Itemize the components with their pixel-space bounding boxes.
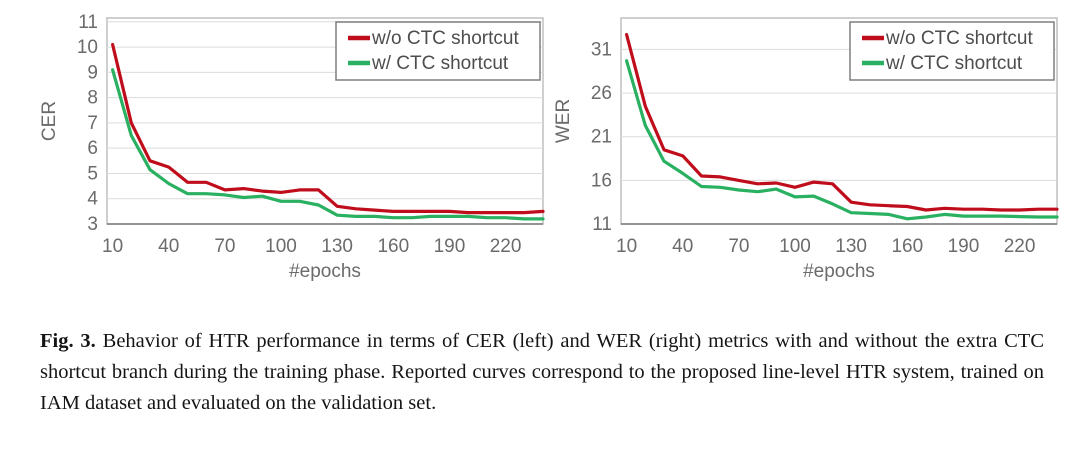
x-tick-label: 190	[434, 236, 466, 257]
x-tick-label: 100	[779, 236, 811, 257]
cer-chart: 3 4 5 6 7 8 9 10 11 10 40 70 100 130 160 190 220 #epochs C…	[39, 12, 545, 282]
figure-caption: Fig. 3. Behavior of HTR performance in t…	[40, 326, 1044, 419]
y-tick-label: 3	[87, 214, 98, 235]
y-tick-label: 9	[87, 62, 98, 83]
y-tick-labels: 11 16 21 26 31	[591, 39, 612, 235]
y-tick-label: 16	[591, 170, 612, 191]
y-tick-label: 6	[87, 138, 98, 159]
x-axis-title: #epochs	[289, 261, 361, 282]
legend: w/o CTC shortcut w/ CTC shortcut	[849, 21, 1055, 81]
y-axis-title: CER	[39, 101, 60, 141]
legend-label: w/o CTC shortcut	[885, 28, 1033, 49]
y-tick-label: 8	[87, 88, 98, 109]
y-axis-title: WER	[553, 99, 574, 143]
y-tick-label: 26	[591, 83, 612, 104]
x-tick-label: 100	[265, 236, 297, 257]
y-tick-label: 31	[591, 39, 612, 60]
legend-box	[335, 21, 541, 81]
x-tick-label: 160	[377, 236, 409, 257]
figure-caption-label: Fig. 3.	[40, 330, 96, 352]
y-tick-label: 11	[592, 214, 612, 235]
y-tick-label: 21	[591, 127, 612, 148]
x-tick-label: 160	[891, 236, 923, 257]
x-tick-labels: 10 40 70 100 130 160 190 220	[102, 236, 521, 257]
y-tick-label: 5	[87, 163, 98, 184]
wer-chart: 11 16 21 26 31 10 40 70 100 130 160 190 220 #epochs WE…	[553, 17, 1059, 282]
x-tick-label: 10	[102, 236, 123, 257]
series-line-1	[625, 59, 1059, 221]
y-tick-label: 10	[77, 37, 98, 58]
legend-label: w/o CTC shortcut	[371, 28, 519, 49]
legend-label: w/ CTC shortcut	[885, 53, 1023, 74]
x-tick-labels: 10 40 70 100 130 160 190 220	[616, 236, 1035, 257]
series-line-0	[111, 42, 545, 215]
x-tick-label: 40	[158, 236, 179, 257]
x-tick-label: 70	[214, 236, 235, 257]
series-line-1	[111, 68, 545, 221]
x-tick-label: 220	[1004, 236, 1036, 257]
y-tick-label: 11	[78, 12, 98, 33]
y-tick-label: 4	[87, 189, 98, 210]
x-tick-label: 130	[321, 236, 353, 257]
legend-box	[849, 21, 1055, 81]
y-tick-label: 7	[87, 113, 98, 134]
series-line-0	[625, 33, 1059, 212]
y-tick-labels: 3 4 5 6 7 8 9 10 11	[77, 12, 99, 235]
x-tick-label: 190	[948, 236, 980, 257]
legend-label: w/ CTC shortcut	[371, 53, 509, 74]
charts-row: 3 4 5 6 7 8 9 10 11 10 40 70 100 130 160 190 220 #epochs C…	[39, 12, 1059, 282]
x-tick-label: 40	[672, 236, 693, 257]
x-tick-label: 130	[835, 236, 867, 257]
x-tick-label: 220	[490, 236, 522, 257]
x-tick-label: 10	[616, 236, 637, 257]
figure-caption-text: Behavior of HTR performance in terms of …	[40, 330, 1045, 415]
legend: w/o CTC shortcut w/ CTC shortcut	[335, 21, 541, 81]
x-axis-title: #epochs	[803, 261, 875, 282]
x-tick-label: 70	[728, 236, 749, 257]
